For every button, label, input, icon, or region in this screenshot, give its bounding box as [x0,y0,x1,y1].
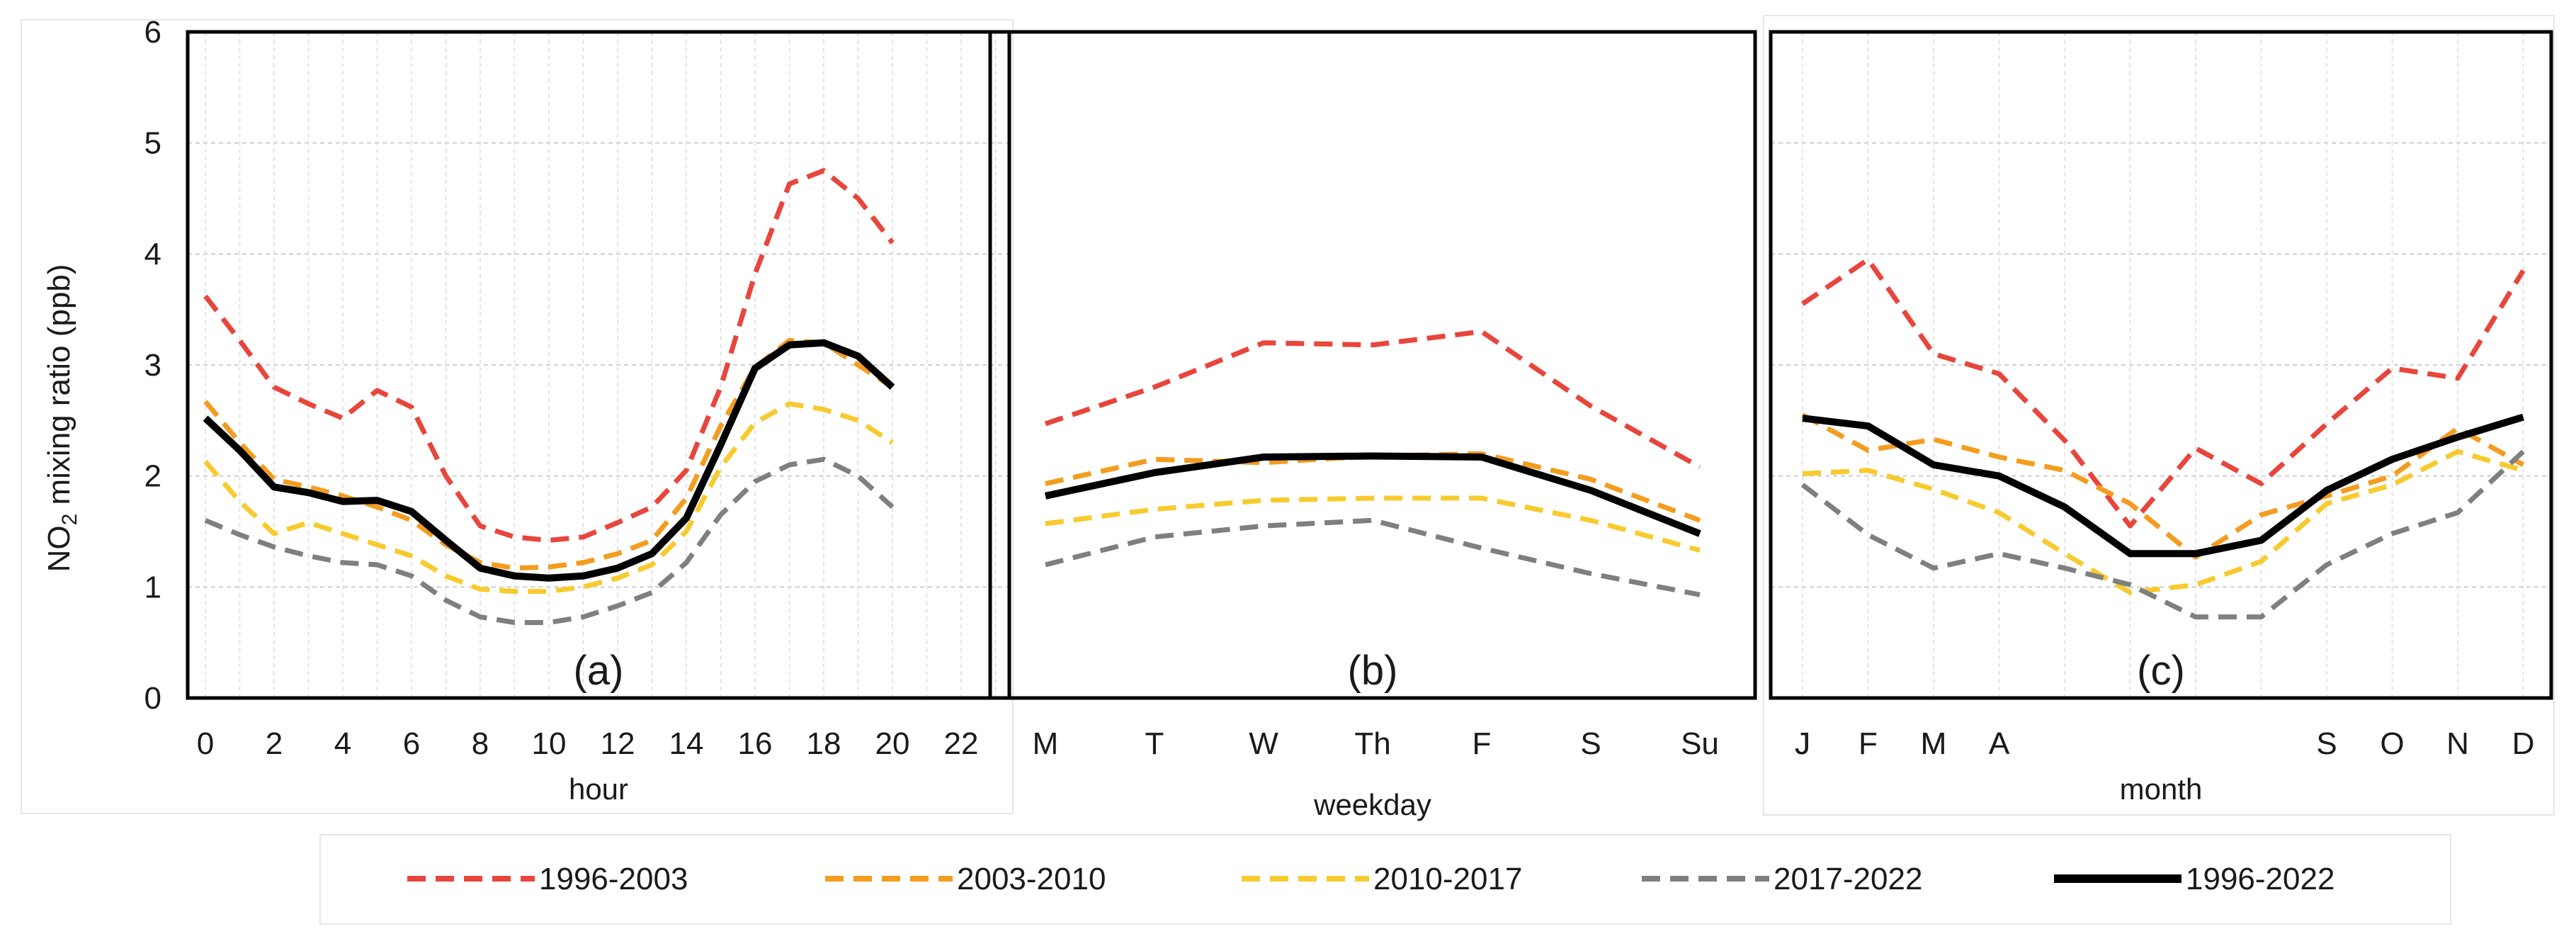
y-tick-label: 5 [144,126,161,161]
series-line-2010-2017 [1802,449,2524,595]
x-tick-label: S [1580,726,1601,761]
x-tick-label: S [2316,726,2337,761]
panel-weekday: M T W Th F S Su (b) weekday [988,30,1757,821]
series-line-1996-2003 [1044,329,1701,470]
x-tick-label: 20 [875,726,910,761]
series-line-2017-2022 [1800,449,2525,620]
series-line-1996-2022 [1802,413,2524,558]
x-axis-title: month [2120,772,2203,806]
series-line-1996-2022 [203,339,895,582]
y-axis-title-main: NO [42,525,76,572]
x-axis-title: weekday [1313,788,1431,821]
plot-frame [1769,30,2553,700]
x-tick-label: A [1989,726,2010,761]
x-tick-label: J [1795,726,1810,761]
x-tick-label: F [1473,726,1492,761]
series-line-2003-2010 [1801,412,2525,560]
panel-card-c [1763,15,2555,816]
x-tick-label: J [1795,726,1810,761]
x-tick-label: M [1921,726,1947,761]
plot-frame [186,30,1011,700]
legend-label: 2017-2022 [1774,862,1922,896]
y-tick-label: 6 [144,15,161,50]
x-tick-label: J [1795,726,1810,761]
x-tick-label: A [1989,726,2010,761]
y-tick-label: 3 [144,348,161,383]
series-line-2010-2017 [1045,495,1701,553]
y-axis-title-sub: 2 [58,514,81,526]
legend-label: 2010-2017 [1373,862,1522,896]
y-tick-label: 4 [144,237,161,271]
panel-label: (b) [1348,648,1398,694]
x-tick-label: M [1921,726,1947,761]
y-axis-title-rest: mixing ratio (ppb) [42,264,76,514]
x-tick-label: T [1145,726,1164,761]
panel-label: (a) [574,648,624,694]
x-tick-label: 8 [472,726,489,761]
x-tick-label: Th [1354,726,1390,761]
legend-label: 1996-2003 [539,862,688,896]
x-tick-label: 2 [266,726,283,761]
series-line-1996-2003 [203,168,895,543]
legend-label: 2003-2010 [957,862,1106,896]
x-tick-label: 10 [532,726,567,761]
x-tick-label: 12 [601,726,635,761]
legend-label: 1996-2022 [2186,862,2334,896]
series-line-2017-2022 [204,456,895,625]
x-tick-label: 14 [669,726,704,761]
x-axis-title: hour [569,772,628,806]
x-tick-label: 22 [944,726,979,761]
series-line-1996-2022 [1044,452,1701,537]
series-line-2003-2010 [1045,451,1701,523]
x-tick-label: 6 [403,726,420,761]
x-tick-label: F [1859,726,1878,761]
x-tick-label: 0 [197,726,214,761]
y-axis-title: NO2 mixing ratio (ppb) [42,264,81,573]
series-line-2017-2022 [1045,517,1701,597]
y-tick-label: 1 [144,570,161,604]
x-tick-label: 16 [738,726,773,761]
series-line-1996-2003 [1801,257,2526,529]
panel-label: (c) [2137,648,2185,694]
x-tick-label: 18 [807,726,841,761]
x-tick-label: M [1033,726,1059,761]
x-tick-label: W [1249,726,1278,761]
legend: 1996-2003 2003-2010 2010-2017 2017-2022 1996… [407,862,2334,896]
y-tick-labels: 0 1 2 3 4 5 6 [144,15,161,716]
panel-card-a [21,19,1014,814]
series-line-2010-2017 [203,401,894,595]
x-tick-label: O [2380,726,2404,761]
x-tick-label: Su [1681,726,1719,761]
x-tick-label: N [2446,726,2469,761]
panel-hour: 0 2 4 6 8 10 12 14 16 18 20 22 (a) hour [186,30,1011,806]
y-tick-label: 2 [144,459,161,494]
plot-frame [988,30,1757,700]
series-line-2003-2010 [203,338,894,571]
x-tick-label: 4 [334,726,351,761]
x-tick-label: D [2512,726,2535,761]
y-tick-label: 0 [144,681,161,716]
